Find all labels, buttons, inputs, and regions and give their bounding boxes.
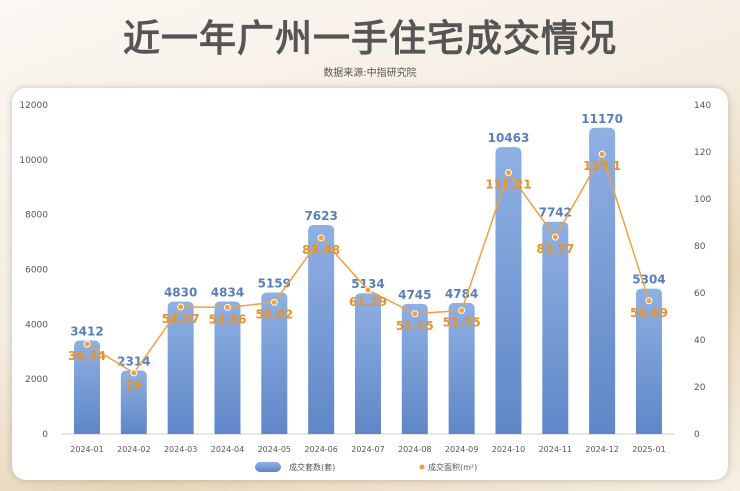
- line-value-label: 51.15: [396, 319, 434, 333]
- x-tick-label: 2024-06: [304, 445, 337, 454]
- line-point: [504, 169, 512, 177]
- bar: [495, 147, 522, 435]
- line-point: [551, 233, 559, 241]
- line-value-label: 61.29: [349, 295, 387, 309]
- x-tick-label: 2025-01: [632, 445, 665, 454]
- legend-line-label: 成交面积(m²): [428, 462, 477, 472]
- bar-value-label: 4745: [398, 288, 431, 302]
- y-right-tick-label: 80: [694, 242, 706, 252]
- bar-value-label: 7742: [539, 206, 572, 220]
- line-point: [458, 307, 466, 315]
- x-tick-label: 2024-05: [258, 445, 291, 454]
- bar: [542, 221, 569, 434]
- line-point: [411, 310, 419, 318]
- x-tick-label: 2024-11: [539, 445, 572, 454]
- bar-value-label: 4830: [164, 286, 197, 300]
- line-value-label: 83.48: [302, 243, 340, 257]
- y-right-tick-label: 60: [694, 289, 706, 299]
- x-tick-label: 2024-12: [585, 445, 618, 454]
- y-left-tick-label: 6000: [25, 266, 48, 276]
- line-point: [598, 150, 606, 158]
- y-left-tick-label: 2000: [25, 375, 48, 385]
- bar: [589, 127, 616, 435]
- legend-bar-swatch: [255, 462, 281, 472]
- line-point: [177, 303, 185, 311]
- y-right-tick-label: 120: [694, 148, 711, 158]
- x-tick-label: 2024-01: [70, 445, 103, 454]
- legend-bar-label: 成交套数(套): [289, 462, 335, 472]
- bar-value-label: 5159: [258, 277, 291, 291]
- line-point: [223, 303, 231, 311]
- y-left-tick-label: 8000: [25, 211, 48, 221]
- y-left-tick-label: 4000: [25, 320, 48, 330]
- line-point: [130, 369, 138, 377]
- bar-value-label: 4834: [211, 285, 244, 299]
- x-tick-label: 2024-10: [492, 445, 525, 454]
- bar-value-label: 3412: [70, 324, 103, 338]
- bar-value-label: 10463: [488, 131, 530, 145]
- line-value-label: 26: [125, 378, 142, 392]
- bar: [261, 292, 288, 434]
- bar-value-label: 7623: [304, 209, 337, 223]
- page-title: 近一年广州一手住宅成交情况: [123, 17, 617, 60]
- x-tick-label: 2024-08: [398, 445, 431, 454]
- bar: [214, 301, 241, 434]
- x-tick-label: 2024-02: [117, 445, 150, 454]
- bar-value-label: 2314: [117, 355, 150, 369]
- y-right-tick-label: 20: [694, 383, 706, 393]
- bar: [354, 293, 381, 434]
- line-value-label: 56.02: [255, 307, 293, 321]
- bar-value-label: 5304: [632, 273, 665, 287]
- legend-line-swatch: [419, 464, 425, 470]
- line-value-label: 54.07: [162, 312, 200, 326]
- x-tick-label: 2024-03: [164, 445, 197, 454]
- bar-value-label: 4784: [445, 287, 478, 301]
- bar: [635, 288, 662, 434]
- line-point: [317, 234, 325, 242]
- line-value-label: 111.21: [485, 178, 531, 192]
- x-tick-label: 2024-09: [445, 445, 478, 454]
- bar: [308, 225, 335, 434]
- line-value-label: 53.86: [209, 312, 247, 326]
- y-left-tick-label: 10000: [19, 156, 48, 166]
- y-left-tick-label: 0: [42, 430, 48, 440]
- y-right-tick-label: 100: [694, 195, 711, 205]
- line-point: [270, 298, 278, 306]
- data-source: 数据来源:中指研究院: [323, 68, 417, 79]
- x-tick-label: 2024-04: [211, 445, 244, 454]
- bar: [167, 301, 194, 434]
- y-right-tick-label: 140: [694, 101, 711, 111]
- y-right-tick-label: 40: [694, 336, 706, 346]
- line-value-label: 56.69: [630, 306, 668, 320]
- line-value-label: 38.24: [68, 349, 106, 363]
- line-value-label: 119.1: [583, 159, 621, 173]
- bar: [120, 370, 147, 434]
- line-value-label: 52.55: [443, 316, 481, 330]
- line-value-label: 83.77: [536, 242, 574, 256]
- x-tick-label: 2024-07: [351, 445, 384, 454]
- line-point: [83, 340, 91, 348]
- bar: [74, 340, 100, 434]
- line-point: [645, 297, 653, 305]
- bar-value-label: 11170: [581, 112, 623, 126]
- y-left-tick-label: 12000: [19, 101, 48, 111]
- bar: [401, 303, 428, 434]
- bar: [448, 302, 475, 434]
- line-point: [364, 286, 372, 294]
- y-right-tick-label: 0: [694, 430, 700, 440]
